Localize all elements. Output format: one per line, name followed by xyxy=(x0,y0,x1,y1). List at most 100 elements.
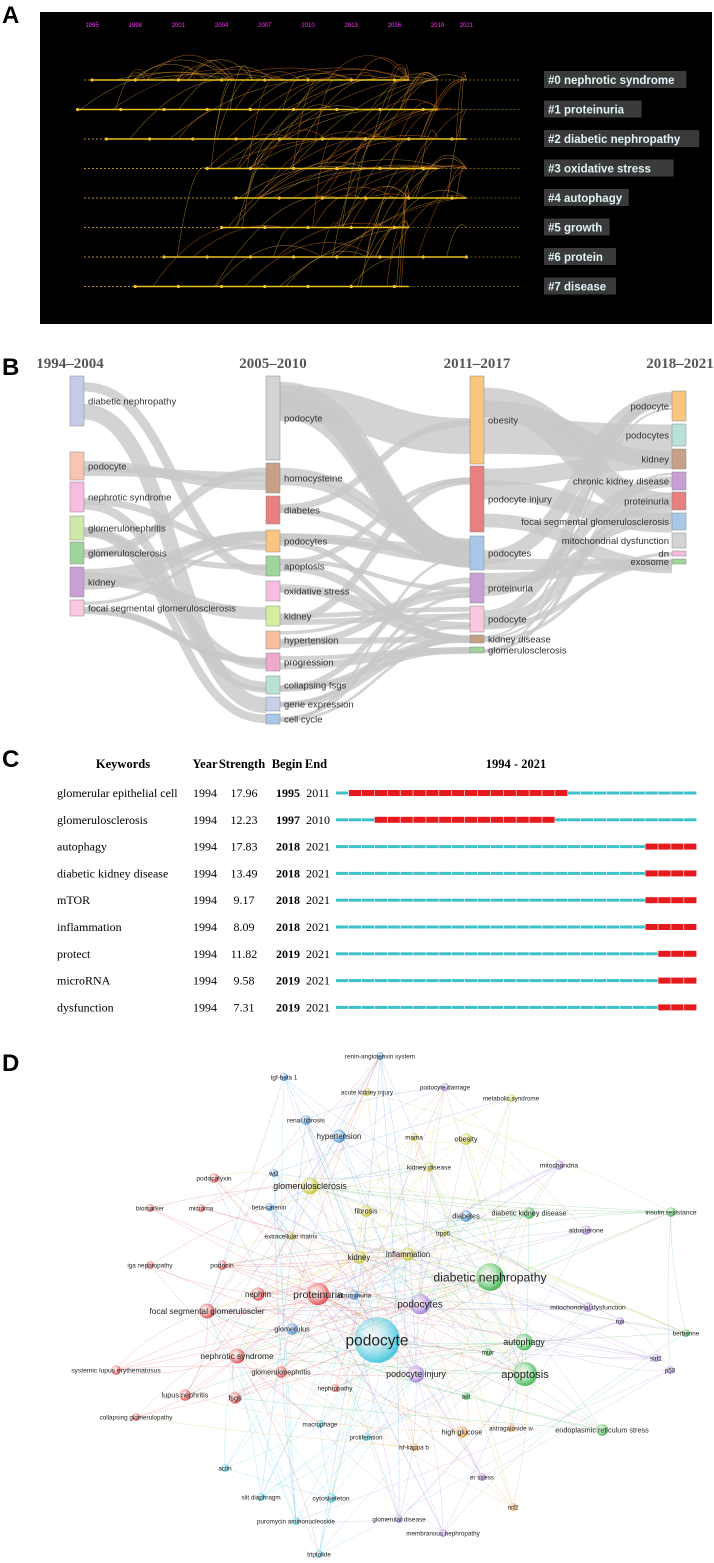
burst-strength: 17.83 xyxy=(231,840,258,854)
alluvial-node xyxy=(69,451,85,481)
network-node xyxy=(407,1365,425,1383)
burst-segment xyxy=(503,1005,516,1009)
burst-segment xyxy=(374,979,387,983)
burst-segment xyxy=(606,1005,620,1009)
burst-segment xyxy=(387,952,400,956)
timeline-node xyxy=(292,166,296,171)
timeline-arc xyxy=(382,74,467,140)
timeline-arc xyxy=(132,63,208,81)
network-edge xyxy=(295,1518,400,1523)
timeline-arc xyxy=(354,134,383,199)
burst-segment xyxy=(400,871,413,875)
network-edge xyxy=(260,1256,360,1498)
burst-segment xyxy=(542,816,555,823)
burst-segment xyxy=(684,791,697,795)
burst-segment xyxy=(658,977,671,984)
network-edge xyxy=(413,1136,514,1508)
burst-segment xyxy=(671,870,684,877)
alluvial-flow xyxy=(83,572,267,620)
timeline-cluster-label: #0 nephrotic syndrome xyxy=(548,75,675,87)
burst-segment xyxy=(684,1004,697,1011)
network-node-label: glomerular disease xyxy=(372,1516,426,1523)
network-edge xyxy=(234,1211,672,1399)
burst-strength: 9.17 xyxy=(234,893,255,907)
network-node xyxy=(666,1366,674,1374)
timeline-node xyxy=(306,284,310,289)
burst-strength: 12.23 xyxy=(231,813,258,827)
alluvial-node xyxy=(671,558,687,565)
network-node xyxy=(410,1443,418,1451)
burst-segment xyxy=(542,925,555,929)
burst-segment xyxy=(413,952,426,956)
network-node xyxy=(439,1529,447,1537)
network-edge xyxy=(206,1310,463,1433)
burst-segment xyxy=(464,845,478,849)
network-node-label: lupus nephritis xyxy=(162,1391,209,1400)
burst-segment xyxy=(452,1005,465,1009)
network-node-label: glomerulosclerosis xyxy=(273,1181,347,1191)
burst-segment xyxy=(503,790,516,796)
network-edge xyxy=(366,1091,409,1255)
network-node-label: puromycin aminonucleoside xyxy=(257,1518,336,1525)
burst-column-header: Year xyxy=(193,757,218,771)
network-edge xyxy=(305,1119,525,1343)
network-edge xyxy=(587,1306,671,1371)
burst-segment xyxy=(580,845,594,849)
alluvial-node xyxy=(469,646,485,654)
network-edge xyxy=(206,1293,319,1314)
burst-segment xyxy=(426,871,439,875)
burst-segment xyxy=(439,1005,452,1009)
network-node-label: systemic lupus erythematosus xyxy=(71,1367,161,1374)
network-edge xyxy=(149,1264,378,1341)
timeline-label-box xyxy=(544,100,642,118)
network-edge xyxy=(206,1310,320,1555)
alluvial-flow xyxy=(83,497,267,551)
timeline-arc xyxy=(246,79,271,169)
timeline-node xyxy=(349,78,353,82)
network-node xyxy=(484,1348,492,1356)
network-node-label: diabetic kidney disease xyxy=(492,1209,567,1218)
burst-segment xyxy=(464,898,478,902)
network-node-label: podocyte damage xyxy=(420,1084,471,1091)
burst-segment xyxy=(336,791,349,795)
burst-keyword: diabetic kidney disease xyxy=(57,866,168,880)
burst-end: 2021 xyxy=(306,1000,330,1014)
network-edge xyxy=(135,1339,378,1418)
network-edge xyxy=(236,1055,381,1357)
timeline-arc xyxy=(349,186,410,228)
alluvial-node-label: apoptosis xyxy=(284,562,325,573)
burst-segment xyxy=(606,818,620,822)
panel-label-c: C xyxy=(2,746,20,773)
timeline-year-tick: 1998 xyxy=(129,23,143,29)
network-edge xyxy=(273,1172,297,1522)
network-node-label: iga nephropathy xyxy=(127,1262,173,1269)
network-edge xyxy=(234,1303,421,1399)
network-edge xyxy=(318,1357,657,1555)
network-node-label: focal segmental glomeruloscler xyxy=(149,1306,264,1316)
timeline-arc xyxy=(238,79,356,169)
alluvial-node-label: oxidative stress xyxy=(284,587,350,598)
alluvial-flow xyxy=(483,552,673,643)
burst-begin: 2019 xyxy=(276,947,300,961)
burst-segment xyxy=(516,871,529,875)
network-node xyxy=(507,1094,515,1102)
burst-segment xyxy=(658,924,671,930)
alluvial-node-label: focal segmental glomerulosclerosis xyxy=(521,517,669,528)
network-edge xyxy=(365,1320,621,1438)
burst-segment xyxy=(529,925,542,929)
network-edge xyxy=(221,1253,409,1266)
network-edge xyxy=(149,1207,525,1343)
network-node xyxy=(332,1129,346,1143)
burst-segment xyxy=(568,979,581,983)
network-edge xyxy=(415,1138,467,1375)
burst-segment xyxy=(413,925,426,929)
burst-segment xyxy=(477,845,491,849)
network-edge xyxy=(221,1264,319,1295)
timeline-arc xyxy=(236,79,325,169)
network-edge xyxy=(318,1253,409,1555)
network-edge xyxy=(317,1293,657,1359)
network-edge xyxy=(291,1328,417,1375)
alluvial-flow xyxy=(483,397,673,638)
network-edge xyxy=(236,1276,491,1357)
alluvial-node xyxy=(469,465,485,533)
